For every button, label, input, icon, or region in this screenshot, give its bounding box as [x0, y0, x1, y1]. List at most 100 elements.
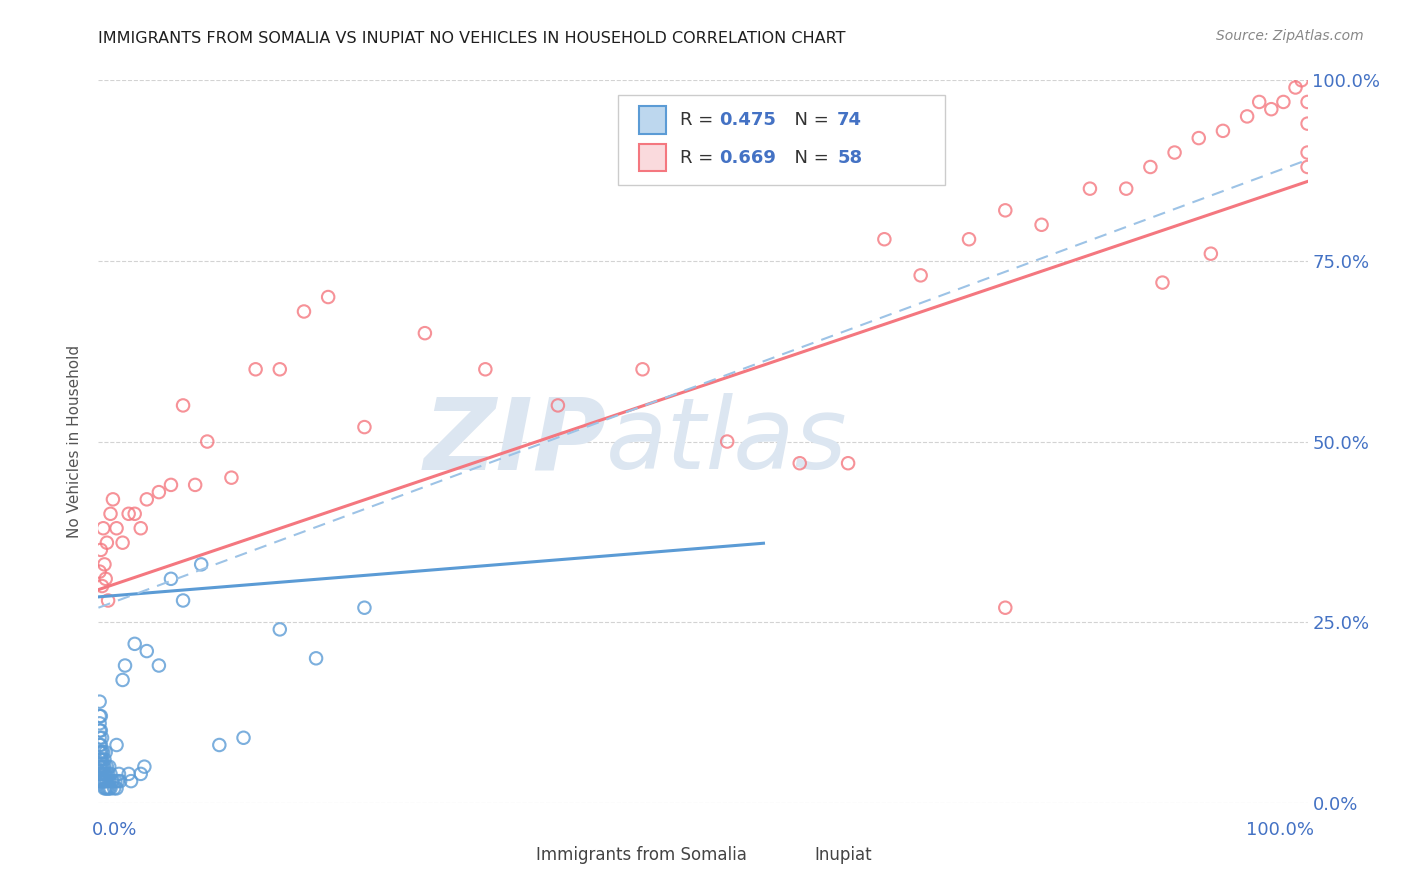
Point	[96, 535, 118, 549]
Point	[1188, 131, 1211, 145]
Point	[89, 774, 111, 789]
Point	[89, 752, 111, 766]
Point	[89, 695, 111, 709]
Point	[91, 774, 114, 789]
Point	[129, 521, 152, 535]
Bar	[638, 106, 665, 134]
Point	[100, 781, 122, 796]
Point	[1291, 73, 1313, 87]
Point	[148, 658, 170, 673]
Point	[91, 579, 114, 593]
Point	[108, 774, 131, 789]
Point	[90, 709, 112, 723]
Point	[90, 774, 112, 789]
Point	[1078, 182, 1101, 196]
Point	[994, 203, 1017, 218]
Point	[101, 774, 124, 789]
Point	[124, 507, 146, 521]
Point	[111, 535, 134, 549]
Point	[1236, 110, 1258, 124]
Point	[98, 774, 121, 789]
Point	[1272, 95, 1295, 109]
Point	[118, 507, 141, 521]
Point	[93, 781, 115, 796]
Point	[91, 767, 114, 781]
Point	[316, 290, 339, 304]
Point	[221, 470, 243, 484]
Point	[94, 774, 117, 789]
Point	[172, 398, 194, 412]
Point	[98, 760, 121, 774]
Point	[94, 745, 117, 759]
Point	[90, 752, 112, 766]
Point	[100, 767, 122, 781]
Point	[91, 760, 114, 774]
Point	[1296, 145, 1319, 160]
Point	[305, 651, 328, 665]
Point	[89, 723, 111, 738]
Point	[353, 420, 375, 434]
Point	[245, 362, 267, 376]
Point	[353, 600, 375, 615]
Point	[148, 485, 170, 500]
Text: 0.669: 0.669	[718, 149, 776, 167]
Point	[114, 658, 136, 673]
Point	[91, 774, 114, 789]
Point	[1296, 117, 1319, 131]
Point	[124, 637, 146, 651]
Point	[96, 760, 118, 774]
Point	[190, 558, 212, 572]
Point	[91, 760, 114, 774]
Point	[96, 781, 118, 796]
Point	[93, 558, 115, 572]
Point	[1031, 218, 1053, 232]
Point	[160, 572, 183, 586]
Point	[1212, 124, 1234, 138]
Point	[413, 326, 436, 340]
Point	[716, 434, 738, 449]
Text: Immigrants from Somalia: Immigrants from Somalia	[536, 846, 747, 863]
Point	[94, 781, 117, 796]
Point	[105, 781, 128, 796]
Point	[837, 456, 859, 470]
Point	[89, 760, 111, 774]
Point	[89, 738, 111, 752]
Point	[100, 507, 122, 521]
Point	[94, 767, 117, 781]
Y-axis label: No Vehicles in Household: No Vehicles in Household	[67, 345, 83, 538]
Text: 0.0%: 0.0%	[93, 821, 138, 838]
Point	[90, 542, 112, 557]
Point	[1115, 182, 1137, 196]
Point	[93, 760, 115, 774]
Point	[93, 752, 115, 766]
Point	[957, 232, 980, 246]
Point	[101, 492, 124, 507]
Point	[910, 268, 932, 283]
Point	[1284, 80, 1306, 95]
Point	[1260, 102, 1282, 116]
FancyBboxPatch shape	[619, 95, 945, 185]
Point	[100, 774, 122, 789]
Point	[195, 434, 218, 449]
Point	[103, 781, 125, 796]
Text: N =: N =	[783, 111, 834, 129]
Point	[104, 774, 127, 789]
Point	[547, 398, 569, 412]
Point	[111, 673, 134, 687]
Point	[1296, 95, 1319, 109]
Point	[172, 593, 194, 607]
Point	[134, 760, 156, 774]
Point	[1199, 246, 1222, 260]
Point	[1152, 276, 1174, 290]
Bar	[776, 843, 806, 866]
Point	[90, 745, 112, 759]
Point	[474, 362, 496, 376]
Point	[184, 478, 207, 492]
Point	[292, 304, 315, 318]
Point	[105, 738, 128, 752]
Point	[129, 767, 152, 781]
Point	[90, 760, 112, 774]
Text: 58: 58	[837, 149, 862, 167]
Point	[90, 767, 112, 781]
Point	[631, 362, 654, 376]
